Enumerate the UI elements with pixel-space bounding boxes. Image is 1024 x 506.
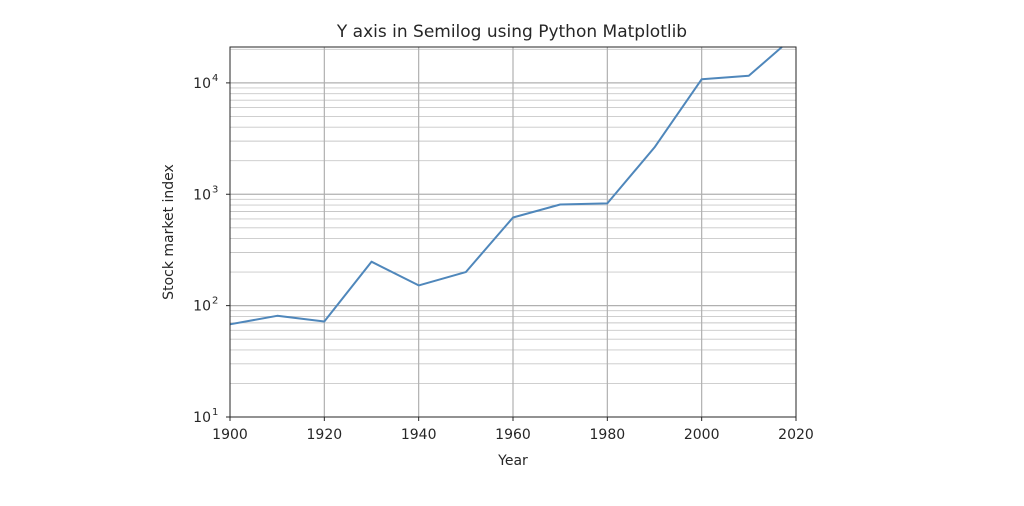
chart-title: Y axis in Semilog using Python Matplotli… xyxy=(336,22,687,42)
y-tick-label: 10 xyxy=(193,299,211,315)
series-line xyxy=(229,46,783,326)
grid xyxy=(230,47,796,417)
y-tick-exponent: 3 xyxy=(212,184,218,195)
y-tick-exponent: 2 xyxy=(212,296,218,307)
plot-area xyxy=(229,46,783,326)
y-tick-label: 10 xyxy=(193,76,211,92)
x-tick-label: 2020 xyxy=(778,427,814,443)
x-tick-label: 1960 xyxy=(495,427,531,443)
y-axis-label: Stock market index xyxy=(161,164,177,300)
x-tick-label: 1940 xyxy=(401,427,437,443)
x-tick-label: 1920 xyxy=(307,427,343,443)
x-tick-label: 1980 xyxy=(590,427,626,443)
y-tick-exponent: 1 xyxy=(212,407,218,418)
y-tick-label: 10 xyxy=(193,410,211,426)
y-tick-exponent: 4 xyxy=(212,73,218,84)
x-tick-label: 1900 xyxy=(212,427,248,443)
x-axis-label: Year xyxy=(497,453,528,469)
y-tick-label: 10 xyxy=(193,187,211,203)
x-tick-label: 2000 xyxy=(684,427,720,443)
